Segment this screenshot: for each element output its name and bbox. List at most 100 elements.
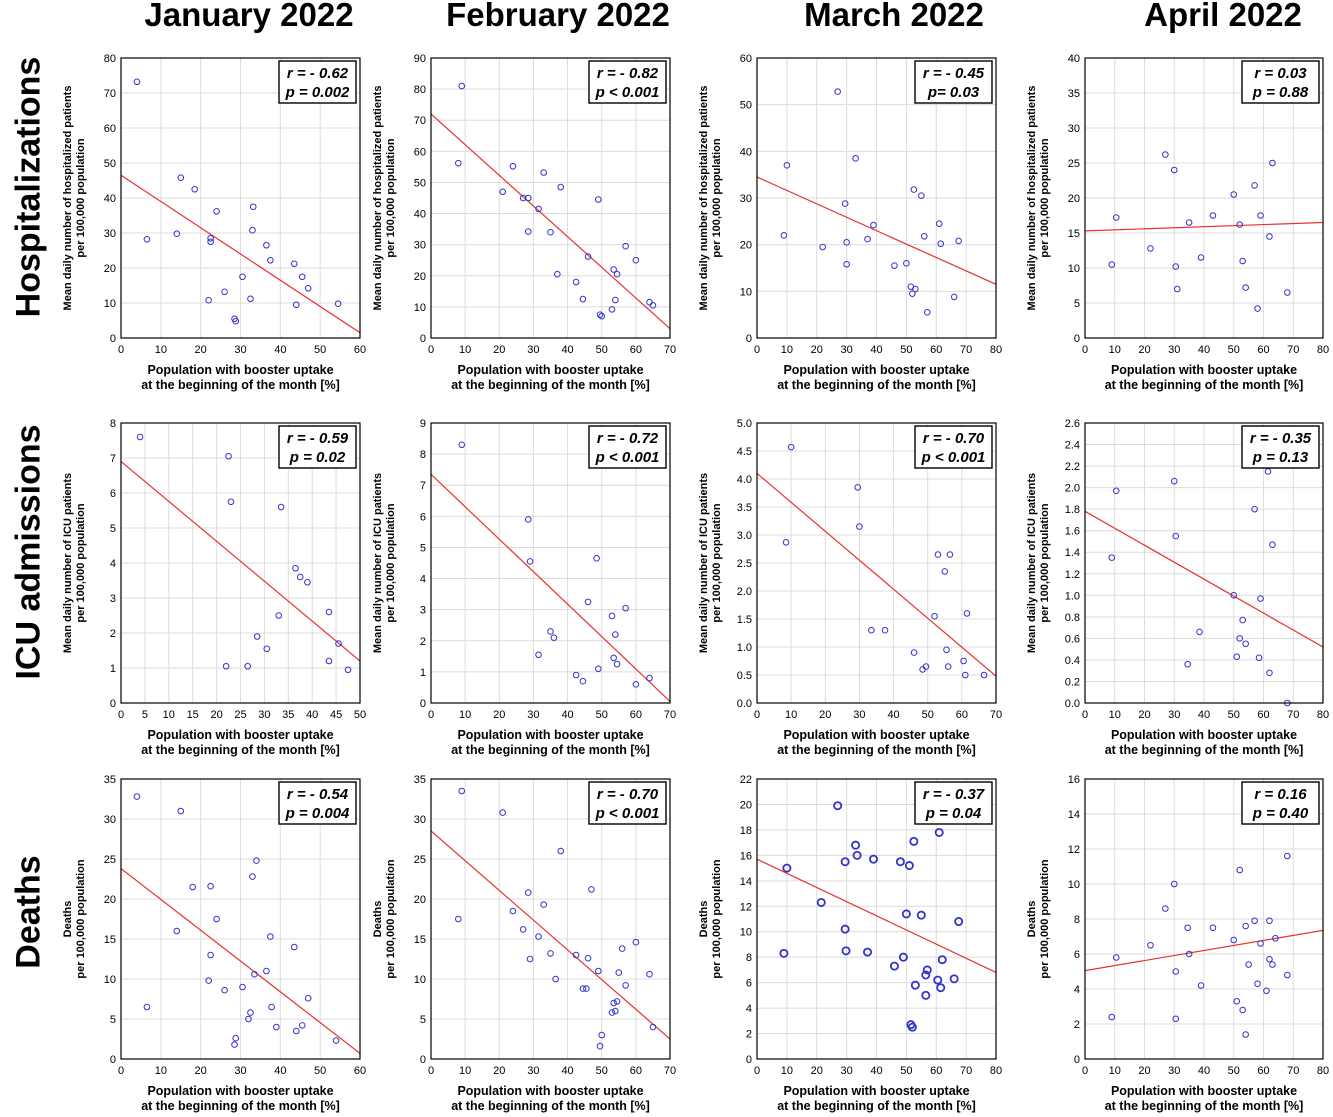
- regression-line: [757, 858, 996, 973]
- y-tick-label: 40: [1068, 53, 1080, 65]
- y-tick-label: 4: [420, 574, 426, 586]
- y-tick-label: 50: [740, 100, 752, 112]
- data-point: [519, 926, 527, 933]
- y-tick-label: 70: [104, 88, 116, 100]
- y-tick-label: 8: [1074, 914, 1080, 926]
- y-tick-label: 15: [1068, 228, 1080, 240]
- x-tick-label: 70: [1287, 709, 1299, 721]
- data-point: [612, 631, 619, 638]
- y-axis-label: per 100,000 population: [1039, 503, 1051, 622]
- data-point: [1245, 961, 1252, 968]
- data-point: [239, 983, 246, 991]
- data-point: [593, 555, 600, 562]
- correlation-r-text: r = - 0.70: [923, 430, 985, 447]
- x-tick-label: 20: [195, 1065, 207, 1077]
- data-point: [598, 1031, 606, 1039]
- y-axis-label: Mean daily number of hospitalized patien…: [372, 86, 384, 311]
- stats-box: [278, 781, 357, 825]
- data-point: [296, 573, 304, 581]
- p-value-text: p = 0.88: [1252, 84, 1309, 101]
- correlation-r-text: r = - 0.70: [597, 786, 659, 803]
- scatter-panel-0-3: 0 10 20 30 40 50 60 70 80 0 5 10 15 20 25 30 35 40 Populat…: [1026, 53, 1329, 392]
- x-tick-label: 25: [234, 709, 246, 721]
- data-point: [1172, 1015, 1180, 1023]
- regression-line: [1085, 929, 1323, 972]
- data-point: [249, 226, 256, 234]
- data-point: [851, 840, 861, 850]
- x-tick-label: 0: [428, 344, 434, 356]
- data-point: [1236, 221, 1243, 228]
- data-point: [332, 1037, 340, 1044]
- p-value-text: p = 0.04: [925, 805, 982, 822]
- data-point: [889, 961, 899, 971]
- data-point: [852, 850, 862, 860]
- data-point: [649, 302, 657, 309]
- x-axis-label: Population with booster uptake: [147, 728, 333, 742]
- data-point: [584, 253, 592, 260]
- y-axis-label: Mean daily number of ICU patients: [698, 473, 710, 653]
- data-point: [950, 293, 958, 301]
- data-point: [613, 998, 621, 1005]
- data-point: [1230, 936, 1238, 944]
- x-tick-label: 60: [1257, 1065, 1269, 1077]
- y-axis-label: Mean daily number of ICU patients: [1026, 473, 1038, 653]
- data-point: [572, 671, 580, 679]
- data-point: [891, 262, 898, 269]
- data-point: [133, 78, 141, 86]
- data-point: [1239, 616, 1246, 624]
- data-point: [819, 243, 827, 251]
- y-tick-label: 10: [414, 974, 426, 986]
- x-axis-label: Population with booster uptake: [1111, 728, 1297, 742]
- plot-frame: [756, 778, 997, 1060]
- x-tick-label: 5: [142, 709, 148, 721]
- data-point: [780, 232, 788, 239]
- scatter-panel-0-1: 0 10 20 30 40 50 60 70 0 10 20 30 40 50 60 70 80 90 Popula…: [372, 53, 676, 392]
- data-point: [275, 612, 283, 619]
- y-tick-label: 0: [420, 698, 426, 710]
- x-tick-label: 40: [1198, 1065, 1210, 1077]
- x-tick-label: 20: [1138, 1065, 1150, 1077]
- x-tick-label: 20: [493, 1065, 505, 1077]
- data-point: [921, 232, 928, 240]
- data-point: [1162, 151, 1169, 158]
- stats-box: [1241, 781, 1320, 825]
- y-tick-label: 25: [414, 854, 426, 866]
- y-axis-label: per 100,000 population: [75, 503, 87, 622]
- data-point: [325, 657, 333, 665]
- y-tick-label: 0: [1074, 333, 1080, 345]
- regression-line: [431, 473, 670, 702]
- data-point: [901, 909, 911, 919]
- y-tick-label: 0: [1074, 1054, 1080, 1066]
- data-point: [921, 970, 931, 980]
- x-tick-label: 40: [561, 1065, 573, 1077]
- x-tick-label: 70: [664, 344, 676, 356]
- x-tick-label: 70: [990, 709, 1002, 721]
- scatter-panel-1-3: 0 10 20 30 40 50 60 70 80 0.0 0.2 0.4 0.6 0.8 1.0 1.2 1.…: [1026, 418, 1329, 757]
- data-point: [273, 1023, 280, 1031]
- data-point: [1197, 982, 1205, 989]
- data-point: [298, 273, 306, 281]
- x-tick-label: 50: [314, 344, 326, 356]
- y-tick-label: 0.0: [737, 698, 752, 710]
- data-point: [249, 203, 257, 211]
- x-tick-label: 0: [754, 709, 760, 721]
- y-tick-label: 22: [740, 774, 752, 786]
- x-tick-label: 40: [561, 709, 573, 721]
- y-axis-label: per 100,000 population: [711, 138, 723, 257]
- y-axis-label: Deaths: [698, 901, 710, 938]
- data-point: [922, 663, 930, 670]
- data-point: [268, 1003, 275, 1011]
- scatter-panel-2-3: 0 10 20 30 40 50 60 70 80 0 2 4 6 8 10 12 14 16 Population…: [1026, 774, 1329, 1113]
- month-title-april: April 2022: [1144, 0, 1302, 33]
- data-point: [1147, 245, 1154, 252]
- data-point: [1263, 987, 1270, 995]
- data-point: [833, 801, 843, 811]
- x-tick-label: 10: [781, 344, 793, 356]
- x-tick-label: 50: [314, 1065, 326, 1077]
- data-point: [595, 967, 602, 975]
- stats-box: [1241, 60, 1320, 104]
- data-point: [290, 260, 298, 268]
- x-tick-label: 80: [1317, 1065, 1329, 1077]
- data-point: [863, 947, 873, 957]
- regression-line: [121, 461, 360, 662]
